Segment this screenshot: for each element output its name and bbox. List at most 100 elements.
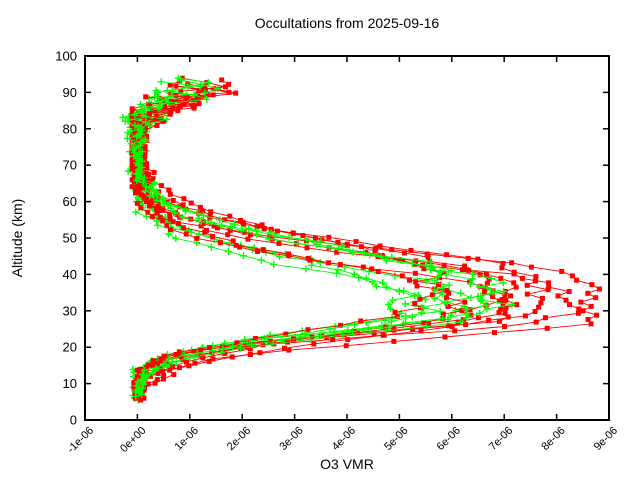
plus-marker <box>317 238 325 246</box>
square-marker <box>154 193 160 199</box>
square-marker <box>268 226 274 232</box>
plus-marker <box>395 288 403 295</box>
square-marker <box>160 218 166 224</box>
square-marker <box>511 280 517 286</box>
square-marker <box>146 113 152 119</box>
plus-marker <box>338 242 346 250</box>
plus-marker <box>134 122 142 130</box>
plus-marker <box>384 301 392 309</box>
square-marker <box>446 290 452 296</box>
chart-title: Occultations from 2025-09-16 <box>254 15 440 31</box>
plus-marker <box>388 253 396 261</box>
square-marker <box>460 267 465 273</box>
square-marker <box>219 77 225 83</box>
plus-marker <box>303 236 311 244</box>
plus-marker <box>265 235 273 243</box>
plus-marker <box>216 216 224 224</box>
square-marker <box>326 260 331 266</box>
square-marker <box>154 210 160 216</box>
square-marker <box>152 380 158 386</box>
plus-marker <box>349 328 357 335</box>
y-tick-label: 10 <box>63 376 77 391</box>
square-marker <box>290 231 296 237</box>
plus-marker <box>443 299 451 307</box>
plus-marker <box>366 251 374 259</box>
square-marker <box>137 186 143 191</box>
square-marker <box>513 284 519 290</box>
plus-marker <box>389 296 397 304</box>
plus-marker <box>326 325 334 333</box>
plus-marker <box>155 105 163 113</box>
square-marker <box>247 232 253 238</box>
plus-marker <box>462 314 470 322</box>
square-marker <box>533 319 539 325</box>
square-marker <box>154 123 160 128</box>
square-marker <box>475 256 481 262</box>
plus-marker <box>439 314 446 322</box>
plus-marker <box>264 334 272 342</box>
square-marker <box>502 292 508 298</box>
square-marker <box>130 152 136 158</box>
square-marker <box>226 89 232 95</box>
square-marker <box>204 92 210 98</box>
square-marker <box>134 373 140 379</box>
plus-marker <box>377 253 385 261</box>
square-marker <box>167 82 173 88</box>
plus-marker <box>489 288 497 296</box>
square-marker <box>139 382 145 388</box>
square-marker <box>498 275 504 281</box>
plus-marker <box>140 366 148 374</box>
square-marker <box>141 144 147 150</box>
square-marker <box>180 202 186 208</box>
square-marker <box>358 318 364 324</box>
square-marker <box>397 257 403 263</box>
square-marker <box>326 234 332 240</box>
square-marker <box>546 284 552 290</box>
plus-marker <box>182 205 190 213</box>
square-marker <box>567 302 572 308</box>
square-marker <box>596 286 602 292</box>
square-marker <box>175 220 181 226</box>
plus-marker <box>308 261 316 269</box>
x-tick-label: 2e-06 <box>225 425 253 453</box>
plus-marker <box>225 240 233 247</box>
plus-marker <box>240 252 247 260</box>
square-marker <box>146 101 152 107</box>
plus-marker <box>333 269 340 277</box>
square-marker <box>311 341 317 347</box>
square-marker <box>170 364 175 369</box>
square-marker <box>425 254 431 260</box>
square-marker <box>142 153 148 159</box>
plus-marker <box>466 280 474 287</box>
square-marker <box>377 243 383 249</box>
plus-marker <box>207 218 215 226</box>
square-marker <box>207 215 213 221</box>
y-tick-label: 90 <box>63 85 77 100</box>
square-marker <box>144 165 150 171</box>
square-marker <box>143 199 149 205</box>
plus-marker <box>217 349 225 357</box>
plus-marker <box>302 265 310 273</box>
x-tick-label: 3e-06 <box>277 425 305 453</box>
plus-marker <box>334 266 342 274</box>
plus-marker <box>294 240 301 247</box>
square-marker <box>222 350 228 356</box>
square-marker <box>305 255 311 261</box>
square-marker <box>481 289 487 295</box>
y-tick-label: 60 <box>63 194 77 209</box>
plus-marker <box>476 309 483 317</box>
plus-marker <box>172 234 180 242</box>
square-marker <box>544 325 550 331</box>
square-marker <box>274 228 280 234</box>
plus-marker <box>152 188 160 196</box>
square-marker <box>276 241 282 246</box>
square-marker <box>462 299 468 305</box>
square-marker <box>167 111 173 117</box>
square-marker <box>155 201 161 207</box>
square-marker <box>238 218 243 223</box>
square-marker <box>144 137 150 143</box>
square-marker <box>129 136 135 142</box>
plus-marker <box>408 260 416 267</box>
square-marker <box>424 251 430 257</box>
